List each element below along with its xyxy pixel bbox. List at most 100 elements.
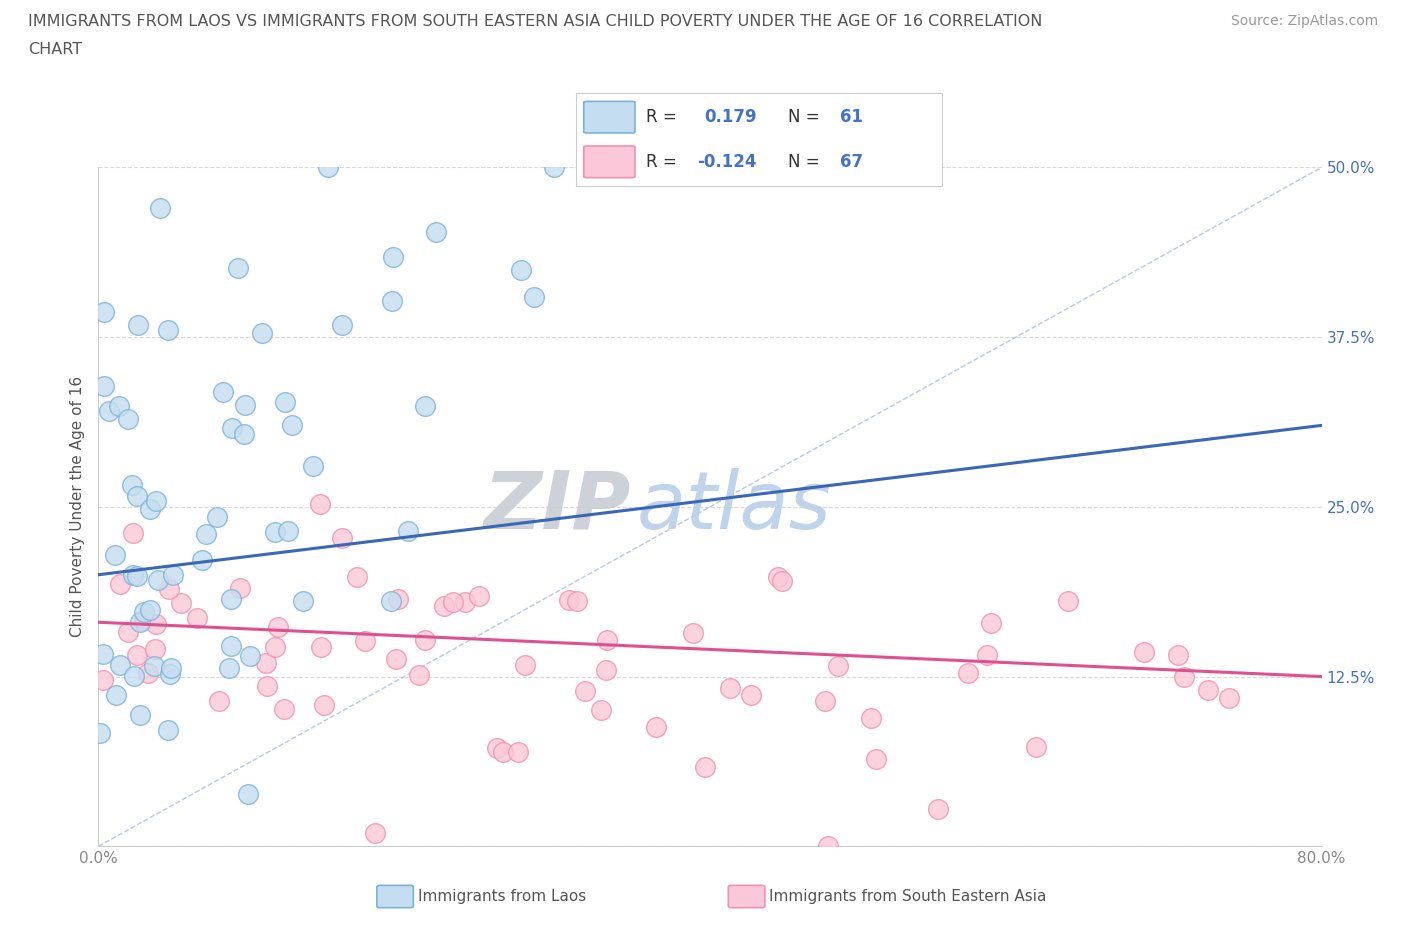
- Point: [229, 580, 252, 595]
- Point: [205, 510, 228, 525]
- Text: N =: N =: [789, 108, 820, 126]
- Point: [387, 591, 409, 606]
- Point: [817, 839, 839, 854]
- Point: [138, 501, 160, 516]
- Point: [156, 323, 179, 338]
- Text: -0.124: -0.124: [697, 153, 756, 171]
- Text: 0.179: 0.179: [704, 108, 756, 126]
- Point: [93, 379, 115, 393]
- Point: [277, 524, 299, 538]
- Point: [346, 570, 368, 585]
- Point: [117, 625, 139, 640]
- Point: [425, 224, 447, 239]
- Text: R =: R =: [645, 153, 676, 171]
- Text: 67: 67: [839, 153, 863, 171]
- Text: N =: N =: [789, 153, 820, 171]
- Point: [170, 596, 193, 611]
- Point: [1197, 683, 1219, 698]
- Point: [145, 617, 167, 631]
- Point: [273, 701, 295, 716]
- Point: [316, 160, 339, 175]
- Point: [125, 647, 148, 662]
- Point: [330, 317, 353, 332]
- Point: [239, 648, 262, 663]
- Point: [718, 681, 741, 696]
- Point: [1133, 644, 1156, 659]
- Point: [159, 667, 181, 682]
- Point: [110, 658, 132, 672]
- Point: [468, 588, 491, 603]
- Point: [91, 672, 114, 687]
- Text: CHART: CHART: [28, 42, 82, 57]
- Point: [565, 593, 588, 608]
- FancyBboxPatch shape: [583, 101, 636, 133]
- Point: [381, 293, 404, 308]
- Point: [221, 421, 243, 436]
- FancyBboxPatch shape: [583, 146, 636, 178]
- Point: [595, 663, 617, 678]
- Point: [226, 260, 249, 275]
- Text: R =: R =: [645, 108, 676, 126]
- Point: [543, 160, 565, 175]
- Point: [108, 577, 131, 591]
- Point: [145, 494, 167, 509]
- Point: [513, 658, 536, 672]
- Point: [645, 720, 668, 735]
- Point: [93, 304, 115, 319]
- Point: [814, 693, 837, 708]
- Point: [142, 658, 165, 673]
- Point: [308, 497, 330, 512]
- Point: [312, 698, 335, 712]
- Text: Immigrants from Laos: Immigrants from Laos: [418, 889, 586, 904]
- Point: [860, 711, 883, 725]
- Point: [309, 639, 332, 654]
- Point: [1167, 647, 1189, 662]
- Point: [162, 568, 184, 583]
- Point: [186, 611, 208, 626]
- Point: [302, 458, 325, 473]
- Point: [682, 625, 704, 640]
- Point: [589, 702, 612, 717]
- Point: [233, 426, 256, 441]
- Point: [105, 688, 128, 703]
- Point: [149, 201, 172, 216]
- Point: [441, 594, 464, 609]
- Point: [574, 684, 596, 698]
- Point: [122, 525, 145, 540]
- Point: [218, 660, 240, 675]
- Point: [127, 317, 149, 332]
- Point: [191, 552, 214, 567]
- Point: [1173, 670, 1195, 684]
- Point: [492, 745, 515, 760]
- Point: [596, 633, 619, 648]
- Point: [256, 679, 278, 694]
- Point: [770, 574, 793, 589]
- Point: [264, 640, 287, 655]
- Point: [1218, 690, 1240, 705]
- Point: [523, 289, 546, 304]
- Point: [740, 688, 762, 703]
- Point: [160, 660, 183, 675]
- Point: [208, 694, 231, 709]
- Text: IMMIGRANTS FROM LAOS VS IMMIGRANTS FROM SOUTH EASTERN ASIA CHILD POVERTY UNDER T: IMMIGRANTS FROM LAOS VS IMMIGRANTS FROM …: [28, 14, 1042, 29]
- Point: [976, 647, 998, 662]
- Point: [380, 594, 402, 609]
- Point: [956, 666, 979, 681]
- Point: [129, 708, 152, 723]
- Point: [108, 399, 131, 414]
- Point: [384, 652, 406, 667]
- Point: [121, 477, 143, 492]
- Point: [233, 398, 256, 413]
- Point: [413, 633, 436, 648]
- Point: [274, 394, 297, 409]
- Text: ZIP: ZIP: [484, 468, 630, 546]
- Point: [104, 547, 127, 562]
- Point: [89, 726, 111, 741]
- Point: [382, 250, 405, 265]
- Point: [364, 825, 387, 840]
- Point: [125, 569, 148, 584]
- Point: [125, 489, 148, 504]
- Point: [156, 723, 179, 737]
- Text: Immigrants from South Eastern Asia: Immigrants from South Eastern Asia: [769, 889, 1046, 904]
- Text: Source: ZipAtlas.com: Source: ZipAtlas.com: [1230, 14, 1378, 28]
